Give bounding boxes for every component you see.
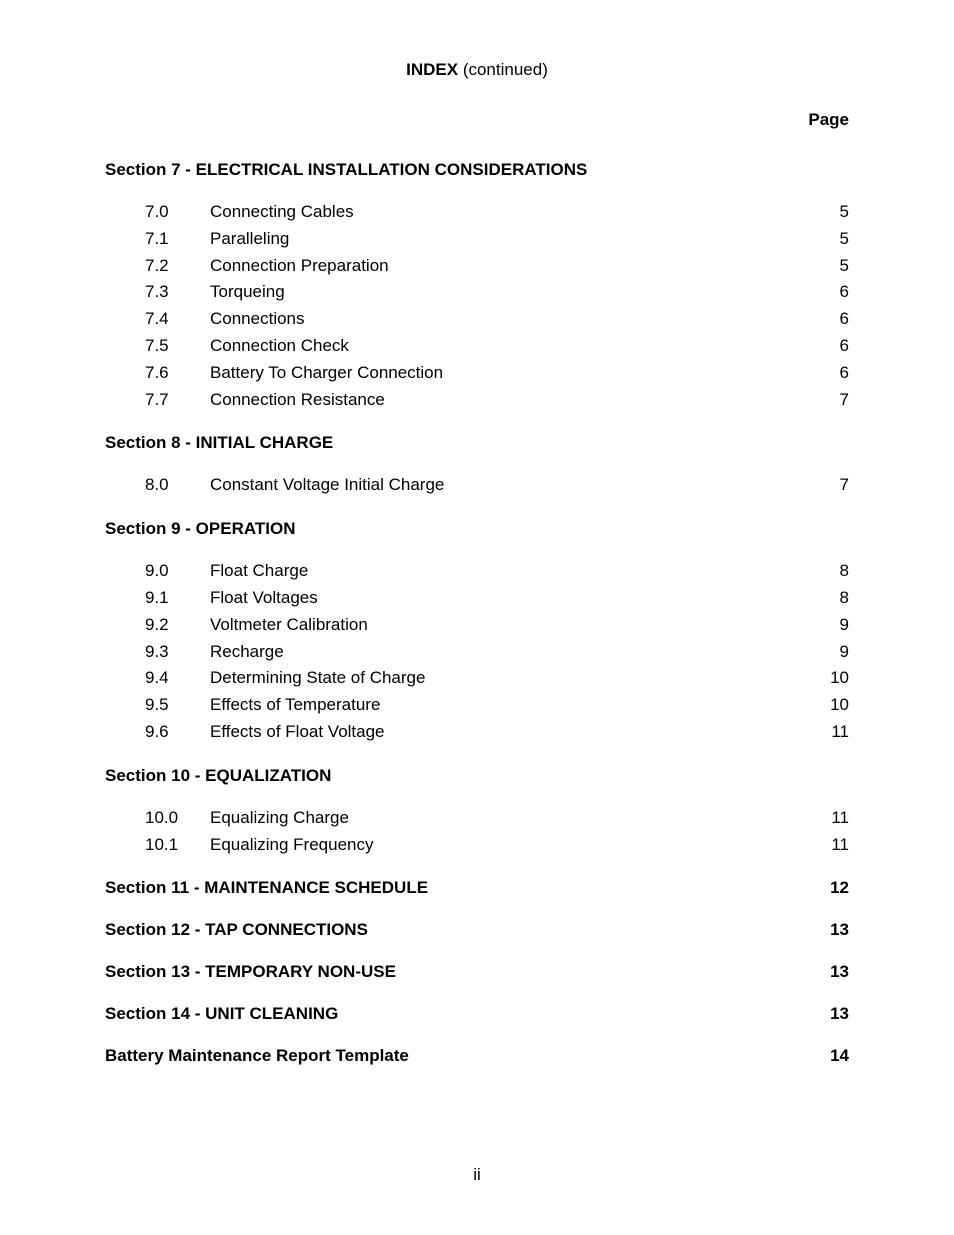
toc-entry-page: 6	[809, 334, 849, 358]
toc-entry-title: Connection Preparation	[210, 254, 809, 278]
toc-entry-title: Connection Resistance	[210, 388, 809, 412]
toc-entry-page: 8	[809, 559, 849, 583]
toc-entry-page: 6	[809, 280, 849, 304]
section-line-page: 13	[830, 1004, 849, 1024]
toc-entry-num: 7.1	[105, 227, 210, 251]
battery-template-line: Battery Maintenance Report Template 14	[105, 1046, 849, 1066]
toc-entry-page: 6	[809, 307, 849, 331]
toc-entry-title: Recharge	[210, 640, 809, 664]
section-10-header: Section 10 - EQUALIZATION	[105, 766, 849, 786]
toc-entry-title: Effects of Temperature	[210, 693, 809, 717]
toc-entry-page: 11	[809, 833, 849, 857]
section-line-title: Section 11 - MAINTENANCE SCHEDULE	[105, 878, 428, 898]
section-14-line: Section 14 - UNIT CLEANING 13	[105, 1004, 849, 1024]
toc-entry-num: 7.0	[105, 200, 210, 224]
toc-entry-title: Connecting Cables	[210, 200, 809, 224]
toc-entry-page: 7	[809, 473, 849, 497]
toc-entry: 10.0 Equalizing Charge 11	[105, 806, 849, 830]
toc-entry: 7.6 Battery To Charger Connection 6	[105, 361, 849, 385]
toc-entry-num: 9.4	[105, 666, 210, 690]
toc-entry: 9.2 Voltmeter Calibration 9	[105, 613, 849, 637]
toc-entry-page: 9	[809, 640, 849, 664]
section-line-page: 13	[830, 920, 849, 940]
toc-entry-page: 10	[809, 693, 849, 717]
toc-entry-num: 9.6	[105, 720, 210, 744]
toc-entry-page: 8	[809, 586, 849, 610]
toc-entry-page: 5	[809, 227, 849, 251]
toc-entry-title: Constant Voltage Initial Charge	[210, 473, 809, 497]
toc-entry: 8.0 Constant Voltage Initial Charge 7	[105, 473, 849, 497]
toc-entry-title: Equalizing Charge	[210, 806, 809, 830]
toc-entry-num: 10.0	[105, 806, 210, 830]
toc-entry-title: Paralleling	[210, 227, 809, 251]
toc-entry-page: 10	[809, 666, 849, 690]
toc-entry-num: 10.1	[105, 833, 210, 857]
toc-entry-page: 6	[809, 361, 849, 385]
toc-entry-title: Torqueing	[210, 280, 809, 304]
toc-entry: 7.4 Connections 6	[105, 307, 849, 331]
toc-entry-num: 7.2	[105, 254, 210, 278]
toc-entry-title: Equalizing Frequency	[210, 833, 809, 857]
toc-entry-title: Float Charge	[210, 559, 809, 583]
toc-entry: 7.5 Connection Check 6	[105, 334, 849, 358]
toc-entry: 9.4 Determining State of Charge 10	[105, 666, 849, 690]
toc-entry: 7.7 Connection Resistance 7	[105, 388, 849, 412]
toc-entry-page: 11	[809, 806, 849, 830]
toc-entry: 7.2 Connection Preparation 5	[105, 254, 849, 278]
section-line-title: Section 14 - UNIT CLEANING	[105, 1004, 338, 1024]
toc-entry-num: 8.0	[105, 473, 210, 497]
toc-entry-title: Float Voltages	[210, 586, 809, 610]
section-12-line: Section 12 - TAP CONNECTIONS 13	[105, 920, 849, 940]
section-line-page: 13	[830, 962, 849, 982]
toc-entry-num: 9.5	[105, 693, 210, 717]
toc-entry-title: Connection Check	[210, 334, 809, 358]
toc-entry-title: Effects of Float Voltage	[210, 720, 809, 744]
toc-entry-title: Determining State of Charge	[210, 666, 809, 690]
toc-entry-num: 7.3	[105, 280, 210, 304]
toc-entry: 7.3 Torqueing 6	[105, 280, 849, 304]
toc-entry-num: 9.3	[105, 640, 210, 664]
toc-entry-page: 11	[809, 720, 849, 744]
toc-entry-title: Voltmeter Calibration	[210, 613, 809, 637]
toc-entry-num: 7.5	[105, 334, 210, 358]
index-header: INDEX (continued)	[105, 60, 849, 80]
toc-entry-page: 5	[809, 200, 849, 224]
toc-entry-page: 9	[809, 613, 849, 637]
page-number: ii	[0, 1165, 954, 1185]
toc-entry-num: 7.6	[105, 361, 210, 385]
toc-entry-page: 7	[809, 388, 849, 412]
section-8-header: Section 8 - INITIAL CHARGE	[105, 433, 849, 453]
toc-entry-title: Battery To Charger Connection	[210, 361, 809, 385]
toc-entry: 7.0 Connecting Cables 5	[105, 200, 849, 224]
index-header-suffix: (continued)	[458, 60, 548, 79]
toc-entry: 9.0 Float Charge 8	[105, 559, 849, 583]
toc-entry-num: 9.0	[105, 559, 210, 583]
section-line-page: 12	[830, 878, 849, 898]
toc-entry: 9.6 Effects of Float Voltage 11	[105, 720, 849, 744]
index-header-bold: INDEX	[406, 60, 458, 79]
section-line-title: Section 12 - TAP CONNECTIONS	[105, 920, 368, 940]
toc-entry: 9.5 Effects of Temperature 10	[105, 693, 849, 717]
toc-entry: 9.3 Recharge 9	[105, 640, 849, 664]
page-label: Page	[105, 110, 849, 130]
section-line-title: Battery Maintenance Report Template	[105, 1046, 409, 1066]
toc-entry: 10.1 Equalizing Frequency 11	[105, 833, 849, 857]
toc-entry-num: 7.7	[105, 388, 210, 412]
section-line-page: 14	[830, 1046, 849, 1066]
toc-entry-num: 7.4	[105, 307, 210, 331]
toc-entry-num: 9.2	[105, 613, 210, 637]
toc-entry-num: 9.1	[105, 586, 210, 610]
section-9-header: Section 9 - OPERATION	[105, 519, 849, 539]
toc-entry-page: 5	[809, 254, 849, 278]
toc-entry-title: Connections	[210, 307, 809, 331]
section-line-title: Section 13 - TEMPORARY NON-USE	[105, 962, 396, 982]
section-11-line: Section 11 - MAINTENANCE SCHEDULE 12	[105, 878, 849, 898]
section-13-line: Section 13 - TEMPORARY NON-USE 13	[105, 962, 849, 982]
toc-entry: 7.1 Paralleling 5	[105, 227, 849, 251]
toc-entry: 9.1 Float Voltages 8	[105, 586, 849, 610]
section-7-header: Section 7 - ELECTRICAL INSTALLATION CONS…	[105, 160, 849, 180]
